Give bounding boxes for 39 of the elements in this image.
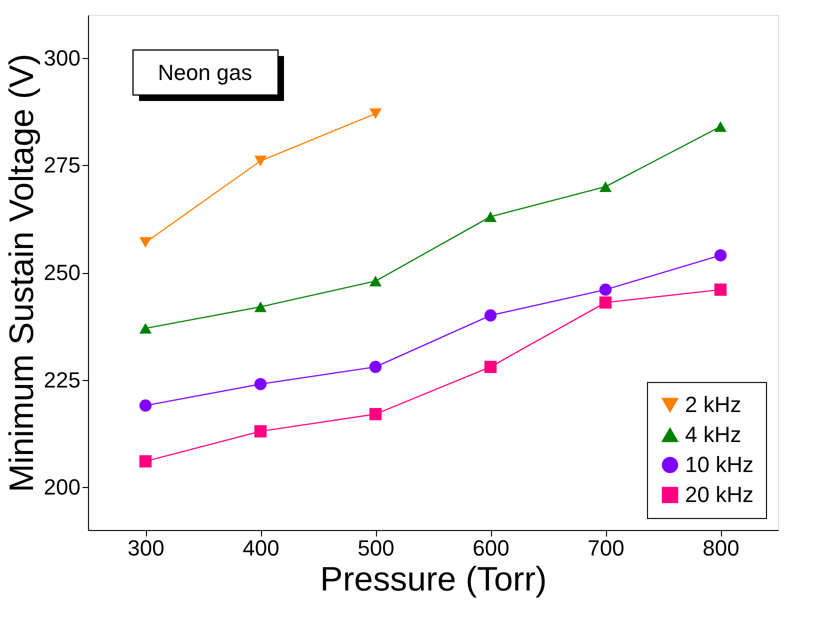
x-tick-label: 400 bbox=[242, 536, 280, 560]
y-axis-title: Minimum Sustain Voltage (V) bbox=[2, 54, 41, 492]
legend-label: 10 kHz bbox=[685, 452, 754, 477]
y-tick-label: 200 bbox=[44, 474, 80, 500]
x-tick-label: 600 bbox=[472, 536, 510, 560]
point bbox=[369, 108, 382, 120]
x-tick-label: 500 bbox=[358, 536, 394, 560]
legend-label: 20 kHz bbox=[685, 482, 754, 507]
point bbox=[599, 296, 612, 309]
x-axis-title: Pressure (Torr) bbox=[320, 560, 547, 598]
x-tick-label: 300 bbox=[128, 536, 164, 560]
point bbox=[599, 284, 612, 296]
point bbox=[254, 378, 267, 390]
x-tick-label: 700 bbox=[588, 536, 624, 560]
point bbox=[139, 399, 152, 412]
point bbox=[369, 276, 382, 286]
annotation: Neon gas bbox=[158, 60, 252, 85]
point bbox=[484, 309, 497, 322]
legend-label: 2 kHz bbox=[685, 392, 742, 417]
y-tick-label: 225 bbox=[44, 367, 80, 392]
point bbox=[369, 408, 382, 420]
point bbox=[714, 121, 727, 132]
point bbox=[139, 237, 152, 248]
point bbox=[254, 156, 267, 166]
legend-label: 4 kHz bbox=[685, 422, 742, 447]
point bbox=[254, 302, 267, 312]
point bbox=[484, 211, 497, 222]
point bbox=[484, 360, 497, 374]
point bbox=[254, 425, 267, 438]
point bbox=[139, 455, 152, 468]
point bbox=[714, 284, 727, 296]
point bbox=[139, 322, 152, 334]
point bbox=[369, 360, 382, 374]
point bbox=[714, 249, 727, 262]
y-tick-label: 275 bbox=[44, 152, 80, 178]
y-tick-label: 300 bbox=[44, 45, 80, 70]
y-tick-label: 250 bbox=[44, 260, 80, 285]
point bbox=[599, 181, 612, 192]
x-tick-label: 800 bbox=[702, 536, 740, 560]
